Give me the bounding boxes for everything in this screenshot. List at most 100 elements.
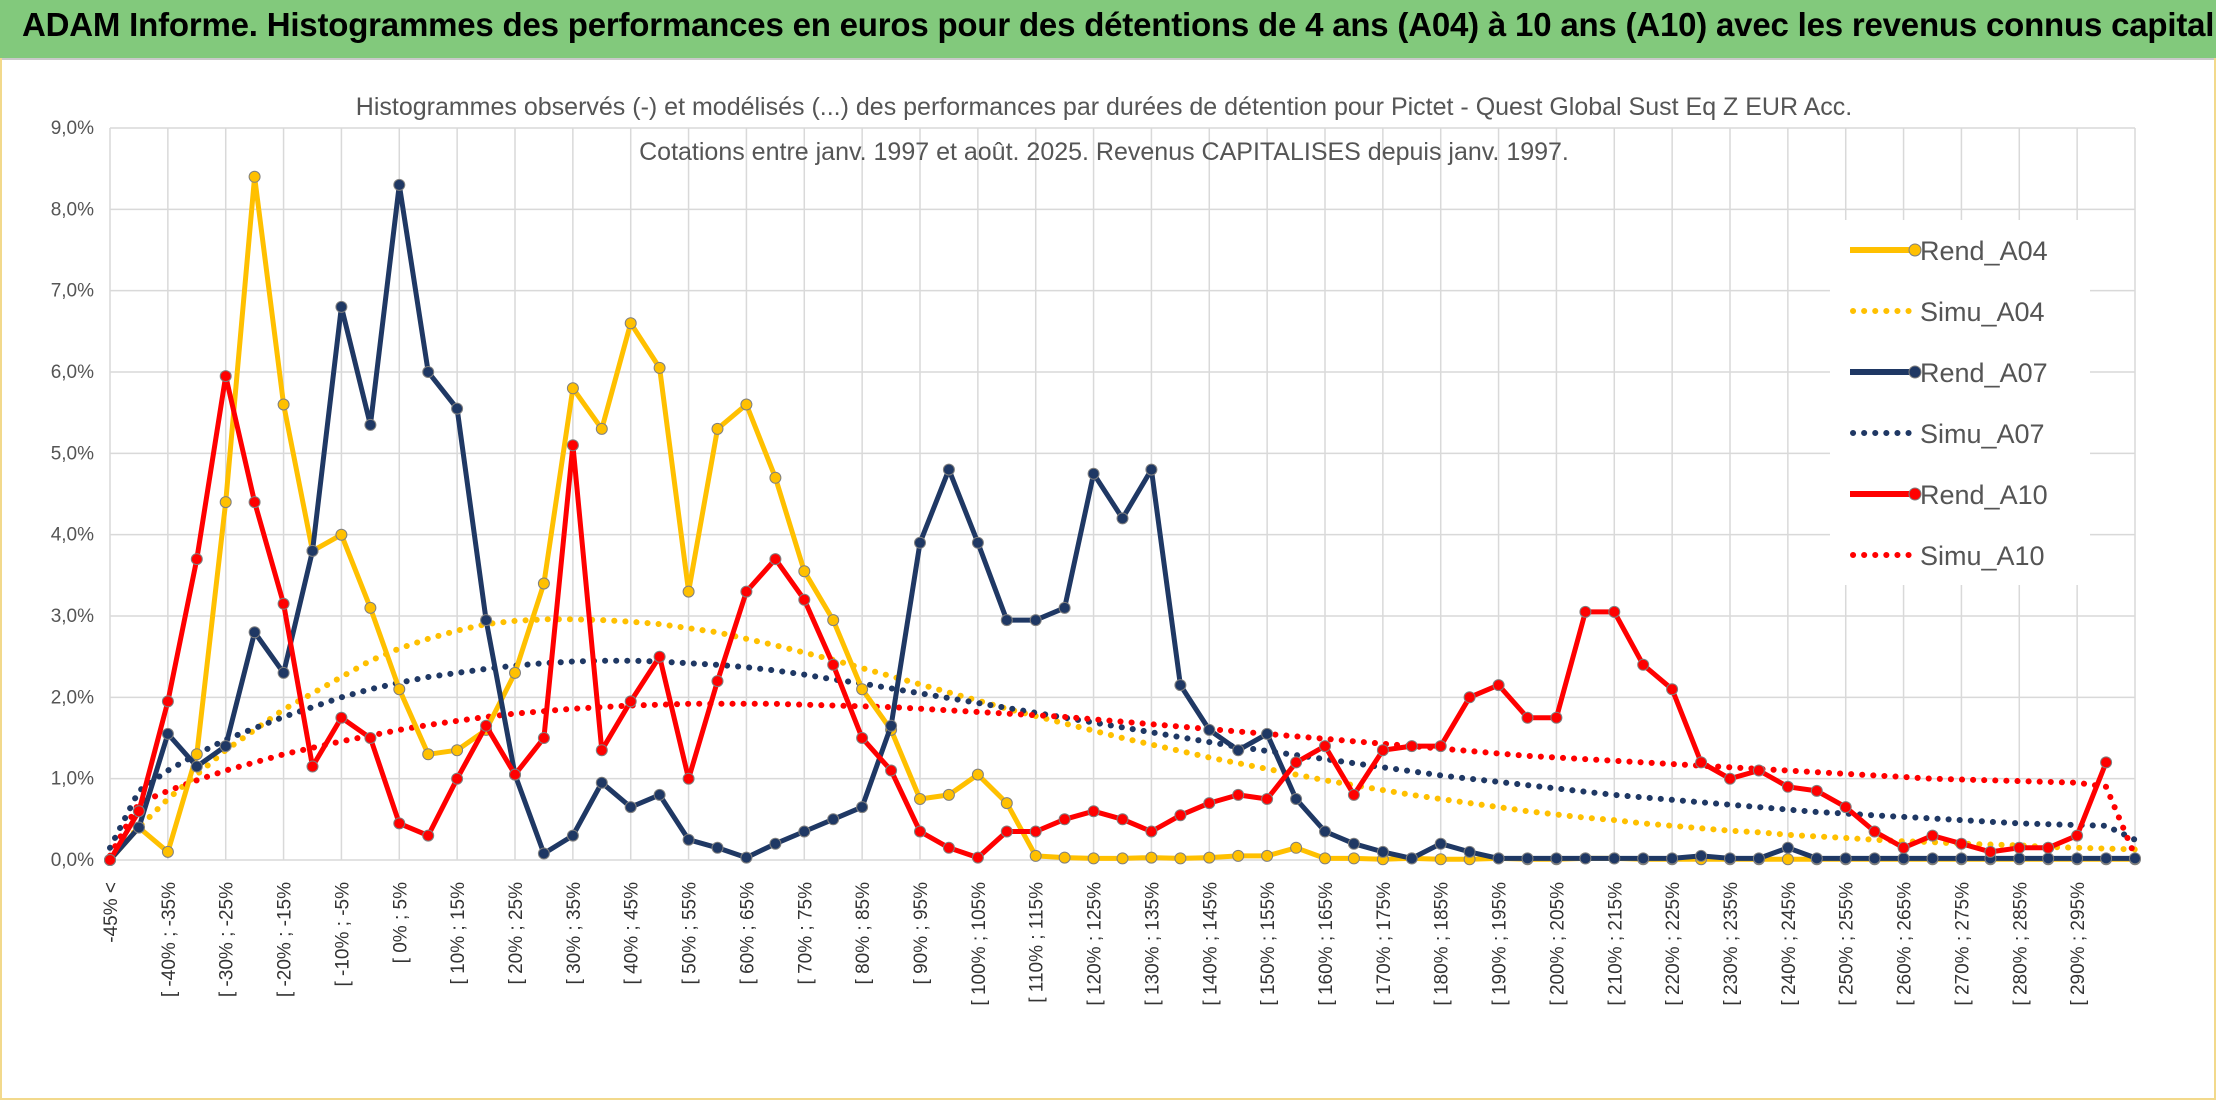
data-point-rend-a10 bbox=[219, 370, 232, 383]
data-point-rend-a07 bbox=[161, 727, 174, 740]
x-tick-label: [ -40% ; -35% bbox=[159, 882, 180, 997]
data-point-rend-a07 bbox=[1897, 852, 1910, 865]
data-point-rend-a10 bbox=[451, 772, 464, 785]
y-axis-ticks: 0,0% 1,0% 2,0% 3,0% 4,0% 5,0% 6,0% 7,0% 8,0% 9,0% bbox=[51, 118, 94, 871]
data-point-rend-a07 bbox=[942, 463, 955, 476]
data-point-rend-a04 bbox=[248, 170, 261, 183]
data-point-rend-a07 bbox=[2071, 852, 2084, 865]
data-point-rend-a07 bbox=[1319, 825, 1331, 838]
legend-marker-rend-a04 bbox=[1908, 243, 1922, 257]
chart-subtitle: Cotations entre janv. 1997 et août. 2025… bbox=[639, 138, 1569, 166]
legend-label-simu-a04: Simu_A04 bbox=[1920, 297, 2045, 327]
x-tick-label: [ 60% ; 65% bbox=[737, 882, 758, 985]
data-point-rend-a10 bbox=[1376, 744, 1389, 757]
x-tick-label: [ 160% ; 165% bbox=[1316, 882, 1337, 1006]
data-point-rend-a10 bbox=[2013, 841, 2026, 854]
data-point-rend-a10 bbox=[2100, 756, 2113, 769]
data-point-rend-a10 bbox=[364, 732, 377, 744]
data-point-rend-a10 bbox=[480, 719, 493, 732]
data-point-rend-a07 bbox=[1058, 601, 1071, 614]
data-point-rend-a07 bbox=[1261, 727, 1274, 740]
data-point-rend-a10 bbox=[248, 496, 261, 509]
data-point-rend-a07 bbox=[653, 788, 666, 801]
data-point-rend-a04 bbox=[335, 528, 348, 541]
data-point-rend-a07 bbox=[422, 366, 435, 378]
x-tick-label: [ 210% ; 215% bbox=[1605, 882, 1626, 1006]
data-point-rend-a10 bbox=[1405, 740, 1418, 753]
data-point-rend-a07 bbox=[682, 833, 695, 846]
data-point-rend-a04 bbox=[914, 793, 926, 805]
data-point-rend-a10 bbox=[740, 585, 753, 598]
x-tick-label: [ 180% ; 185% bbox=[1432, 882, 1453, 1006]
y-tick-label: 2,0% bbox=[51, 687, 94, 708]
data-point-rend-a10 bbox=[595, 744, 608, 757]
report-title: ADAM Informe. Histogrammes des performan… bbox=[22, 6, 2216, 43]
data-point-rend-a10 bbox=[653, 650, 666, 663]
data-point-rend-a10 bbox=[2042, 841, 2055, 854]
data-point-rend-a10 bbox=[1232, 788, 1245, 801]
data-point-rend-a10 bbox=[393, 817, 406, 830]
y-tick-label: 0,0% bbox=[51, 850, 94, 871]
data-point-rend-a10 bbox=[161, 695, 174, 708]
x-tick-label: [ -20% ; -15% bbox=[275, 882, 296, 997]
legend-marker-rend-a10 bbox=[1908, 487, 1922, 501]
data-point-rend-a10 bbox=[942, 841, 955, 854]
x-tick-label: [ 270% ; 275% bbox=[1952, 882, 1973, 1006]
data-point-rend-a07 bbox=[1781, 841, 1794, 854]
chart-title: Histogrammes observés (-) et modélisés (… bbox=[356, 93, 1852, 121]
data-point-rend-a10 bbox=[1608, 605, 1621, 618]
x-tick-label: [ 100% ; 105% bbox=[969, 882, 990, 1006]
data-point-rend-a10 bbox=[856, 732, 869, 744]
y-tick-label: 6,0% bbox=[51, 362, 94, 383]
data-point-rend-a10 bbox=[1463, 691, 1476, 704]
data-point-rend-a07 bbox=[393, 178, 406, 191]
chart-frame bbox=[0, 58, 2216, 1100]
chart-grid bbox=[109, 127, 2136, 861]
data-point-rend-a10 bbox=[537, 732, 550, 744]
data-point-rend-a07 bbox=[1434, 837, 1447, 850]
data-point-rend-a04 bbox=[653, 361, 666, 374]
data-point-rend-a10 bbox=[1984, 845, 1997, 858]
data-point-rend-a07 bbox=[1926, 852, 1939, 865]
data-point-rend-a04 bbox=[393, 683, 406, 696]
data-point-rend-a07 bbox=[1695, 849, 1708, 862]
data-point-rend-a04 bbox=[682, 585, 695, 598]
data-point-rend-a07 bbox=[1637, 852, 1650, 865]
data-point-rend-a07 bbox=[1290, 793, 1303, 805]
data-point-rend-a04 bbox=[1203, 851, 1216, 864]
data-point-rend-a04 bbox=[942, 788, 955, 801]
data-point-rend-a10 bbox=[1000, 825, 1013, 838]
x-tick-label: [ 80% ; 85% bbox=[853, 882, 874, 985]
data-point-rend-a07 bbox=[885, 719, 898, 732]
x-tick-label: [ 260% ; 265% bbox=[1895, 882, 1916, 1006]
data-point-rend-a07 bbox=[1724, 852, 1736, 865]
x-tick-label: [ -10% ; -5% bbox=[332, 882, 353, 987]
data-point-rend-a04 bbox=[1319, 852, 1331, 865]
legend-label-simu-a07: Simu_A07 bbox=[1920, 419, 2045, 449]
report-banner: ADAM Informe. Histogrammes des performan… bbox=[0, 0, 2216, 60]
data-point-rend-a04 bbox=[798, 565, 811, 578]
data-point-rend-a07 bbox=[798, 825, 811, 838]
data-point-rend-a10 bbox=[682, 772, 695, 785]
data-point-rend-a07 bbox=[711, 841, 724, 854]
data-point-rend-a07 bbox=[1347, 837, 1360, 850]
data-point-rend-a04 bbox=[1116, 852, 1129, 865]
x-tick-label: [ -30% ; -25% bbox=[217, 882, 238, 997]
data-point-rend-a07 bbox=[914, 536, 926, 549]
data-point-rend-a07 bbox=[971, 536, 984, 549]
data-point-rend-a10 bbox=[1550, 711, 1563, 724]
data-point-rend-a10 bbox=[422, 829, 435, 842]
data-point-rend-a10 bbox=[1116, 813, 1129, 826]
y-tick-label: 3,0% bbox=[51, 606, 94, 627]
chart-series bbox=[104, 170, 2141, 866]
data-point-rend-a07 bbox=[1752, 852, 1765, 865]
x-tick-label: [ 170% ; 175% bbox=[1374, 882, 1395, 1006]
data-point-rend-a10 bbox=[1492, 679, 1505, 692]
data-point-rend-a07 bbox=[566, 829, 579, 842]
data-point-rend-a10 bbox=[1637, 658, 1650, 671]
data-point-rend-a10 bbox=[1203, 797, 1216, 810]
data-point-rend-a07 bbox=[1839, 852, 1852, 865]
data-point-rend-a10 bbox=[624, 695, 637, 708]
data-point-rend-a07 bbox=[856, 801, 869, 814]
